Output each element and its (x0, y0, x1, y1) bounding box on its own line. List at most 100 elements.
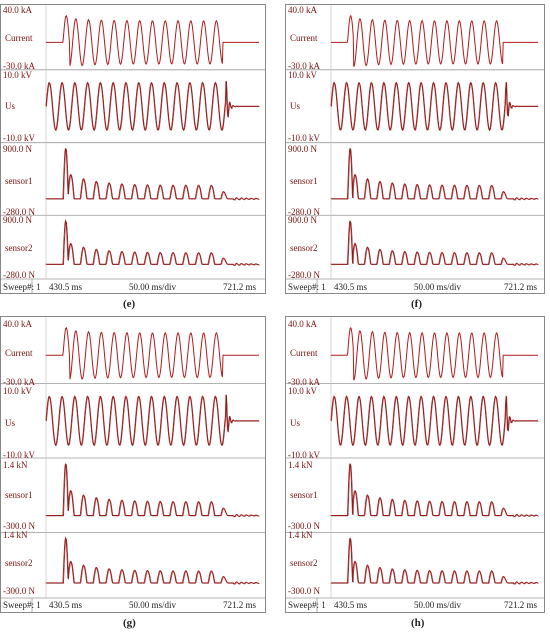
channel1-top-label: 40.0 kA (3, 319, 32, 329)
channel2-name: Us (5, 418, 16, 428)
channel1-name: Current (290, 33, 318, 43)
scope-panel-h: 40.0 kA Current -30.0 kA 10.0 kV Us -10.… (285, 316, 545, 613)
sensor1-waveform-shadow (46, 148, 260, 201)
sensor1-waveform-shadow (46, 464, 260, 518)
time-scale: 50.00 ms/div (414, 600, 462, 610)
sensor2-waveform (330, 537, 539, 585)
channel2-top-label: 10.0 kV (3, 386, 32, 396)
sensor1-waveform-shadow (331, 148, 539, 201)
channel1-top-label: 40.0 kA (288, 5, 317, 15)
scope-panel-e: 40.0 kA Current -30.0 kA 10.0 kV Us -10.… (0, 4, 266, 294)
channel4-top-label: 900.0 N (3, 215, 32, 225)
time-scale: 50.00 ms/div (129, 600, 177, 610)
sensor2-waveform (45, 536, 260, 585)
sensor2-waveform-shadow (331, 538, 539, 585)
scope-panel-g: 40.0 kA Current -30.0 kA 10.0 kV Us -10.… (0, 316, 266, 613)
current-waveform (331, 14, 538, 68)
channel2-bottom-label: -10.0 kV (3, 133, 35, 143)
sweep-count: Sweep#: 1 (288, 282, 326, 292)
voltage-waveform-shadow (331, 396, 539, 447)
channel4-bottom-label: -300.0 N (3, 586, 35, 596)
panel-caption-h: (h) (411, 617, 425, 629)
start-time: 430.5 ms (334, 282, 368, 292)
time-scale: 50.00 ms/div (129, 282, 177, 292)
sensor2-waveform-shadow (46, 220, 260, 267)
channel4-bottom-label: -300.0 N (288, 586, 320, 596)
voltage-waveform-shadow (331, 82, 539, 132)
channel4-name: sensor2 (290, 558, 318, 568)
sweep-count: Sweep#: 1 (3, 600, 41, 610)
scope-plot-g (1, 317, 265, 612)
channel1-name: Current (5, 33, 33, 43)
channel3-top-label: 900.0 N (288, 144, 317, 154)
channel1-name: Current (5, 348, 33, 358)
channel3-bottom-label: -280.0 N (3, 207, 35, 217)
channel2-name: Us (290, 418, 301, 428)
channel3-top-label: 900.0 N (3, 144, 32, 154)
voltage-waveform (45, 80, 259, 132)
channel2-bottom-label: -10.0 kV (288, 133, 320, 143)
end-time: 721.2 ms (223, 600, 257, 610)
sensor2-waveform (45, 219, 260, 266)
channel2-bottom-label: -10.0 kV (3, 450, 35, 460)
sensor2-waveform-shadow (331, 221, 539, 267)
current-waveform (330, 326, 538, 381)
sensor1-waveform-shadow (331, 463, 539, 518)
channel4-bottom-label: -280.0 N (3, 270, 35, 280)
channel1-name: Current (290, 348, 318, 358)
channel1-bottom-label: -30.0 kA (3, 377, 35, 387)
current-waveform (46, 14, 259, 67)
channel3-bottom-label: -280.0 N (288, 207, 320, 217)
time-scale: 50.00 ms/div (414, 282, 462, 292)
voltage-waveform-shadow (46, 81, 260, 132)
voltage-waveform (45, 394, 259, 447)
end-time: 721.2 ms (504, 282, 538, 292)
scope-plot-e (1, 5, 265, 293)
scope-plot-h (286, 317, 544, 612)
channel3-top-label: 1.4 kN (288, 460, 313, 470)
channel3-bottom-label: -300.0 N (3, 521, 35, 531)
channel2-name: Us (290, 101, 301, 111)
channel2-top-label: 10.0 kV (288, 70, 317, 80)
channel1-bottom-label: -30.0 kA (3, 61, 35, 71)
start-time: 430.5 ms (334, 600, 368, 610)
end-time: 721.2 ms (504, 600, 538, 610)
channel2-top-label: 10.0 kV (288, 386, 317, 396)
voltage-waveform (330, 81, 538, 132)
sensor1-waveform (45, 463, 260, 518)
channel3-name: sensor1 (290, 490, 318, 500)
channel1-bottom-label: -30.0 kA (288, 377, 320, 387)
sensor1-waveform (45, 148, 260, 201)
channel4-name: sensor2 (290, 243, 318, 253)
end-time: 721.2 ms (223, 282, 257, 292)
channel4-top-label: 900.0 N (288, 215, 317, 225)
channel4-name: sensor2 (5, 558, 33, 568)
channel4-bottom-label: -280.0 N (288, 270, 320, 280)
start-time: 430.5 ms (49, 282, 83, 292)
current-waveform (45, 326, 259, 380)
channel4-name: sensor2 (5, 243, 33, 253)
sensor1-waveform (330, 148, 539, 201)
channel4-top-label: 1.4 kN (288, 530, 313, 540)
channel2-top-label: 10.0 kV (3, 70, 32, 80)
channel3-bottom-label: -300.0 N (288, 521, 320, 531)
voltage-waveform-shadow (46, 395, 260, 447)
channel1-bottom-label: -30.0 kA (288, 61, 320, 71)
channel3-name: sensor1 (5, 176, 33, 186)
sensor2-waveform (330, 220, 539, 266)
channel2-name: Us (5, 101, 16, 111)
panel-caption-g: (g) (123, 617, 136, 629)
sensor1-waveform (330, 463, 539, 518)
channel1-top-label: 40.0 kA (288, 319, 317, 329)
scope-panel-f: 40.0 kA Current -30.0 kA 10.0 kV Us -10.… (285, 4, 545, 294)
voltage-waveform (330, 395, 538, 447)
channel3-name: sensor1 (5, 490, 33, 500)
channel3-name: sensor1 (290, 176, 318, 186)
sweep-count: Sweep#: 1 (288, 600, 326, 610)
channel3-top-label: 1.4 kN (3, 460, 28, 470)
panel-caption-e: (e) (123, 298, 136, 310)
channel1-top-label: 40.0 kA (3, 5, 32, 15)
channel4-top-label: 1.4 kN (3, 530, 28, 540)
sweep-count: Sweep#: 1 (3, 282, 41, 292)
sensor2-waveform-shadow (46, 537, 260, 585)
